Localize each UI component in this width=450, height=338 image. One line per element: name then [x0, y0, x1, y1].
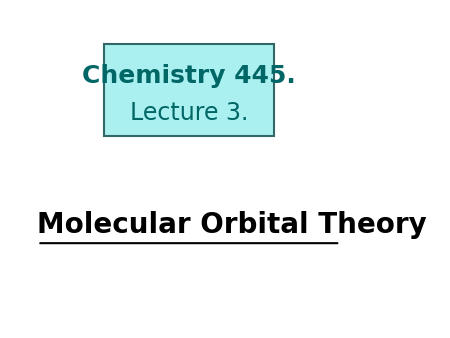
Text: Molecular Orbital Theory: Molecular Orbital Theory [37, 211, 427, 239]
FancyBboxPatch shape [104, 44, 274, 136]
Text: Chemistry 445.: Chemistry 445. [82, 64, 296, 88]
Text: Lecture 3.: Lecture 3. [130, 101, 248, 125]
